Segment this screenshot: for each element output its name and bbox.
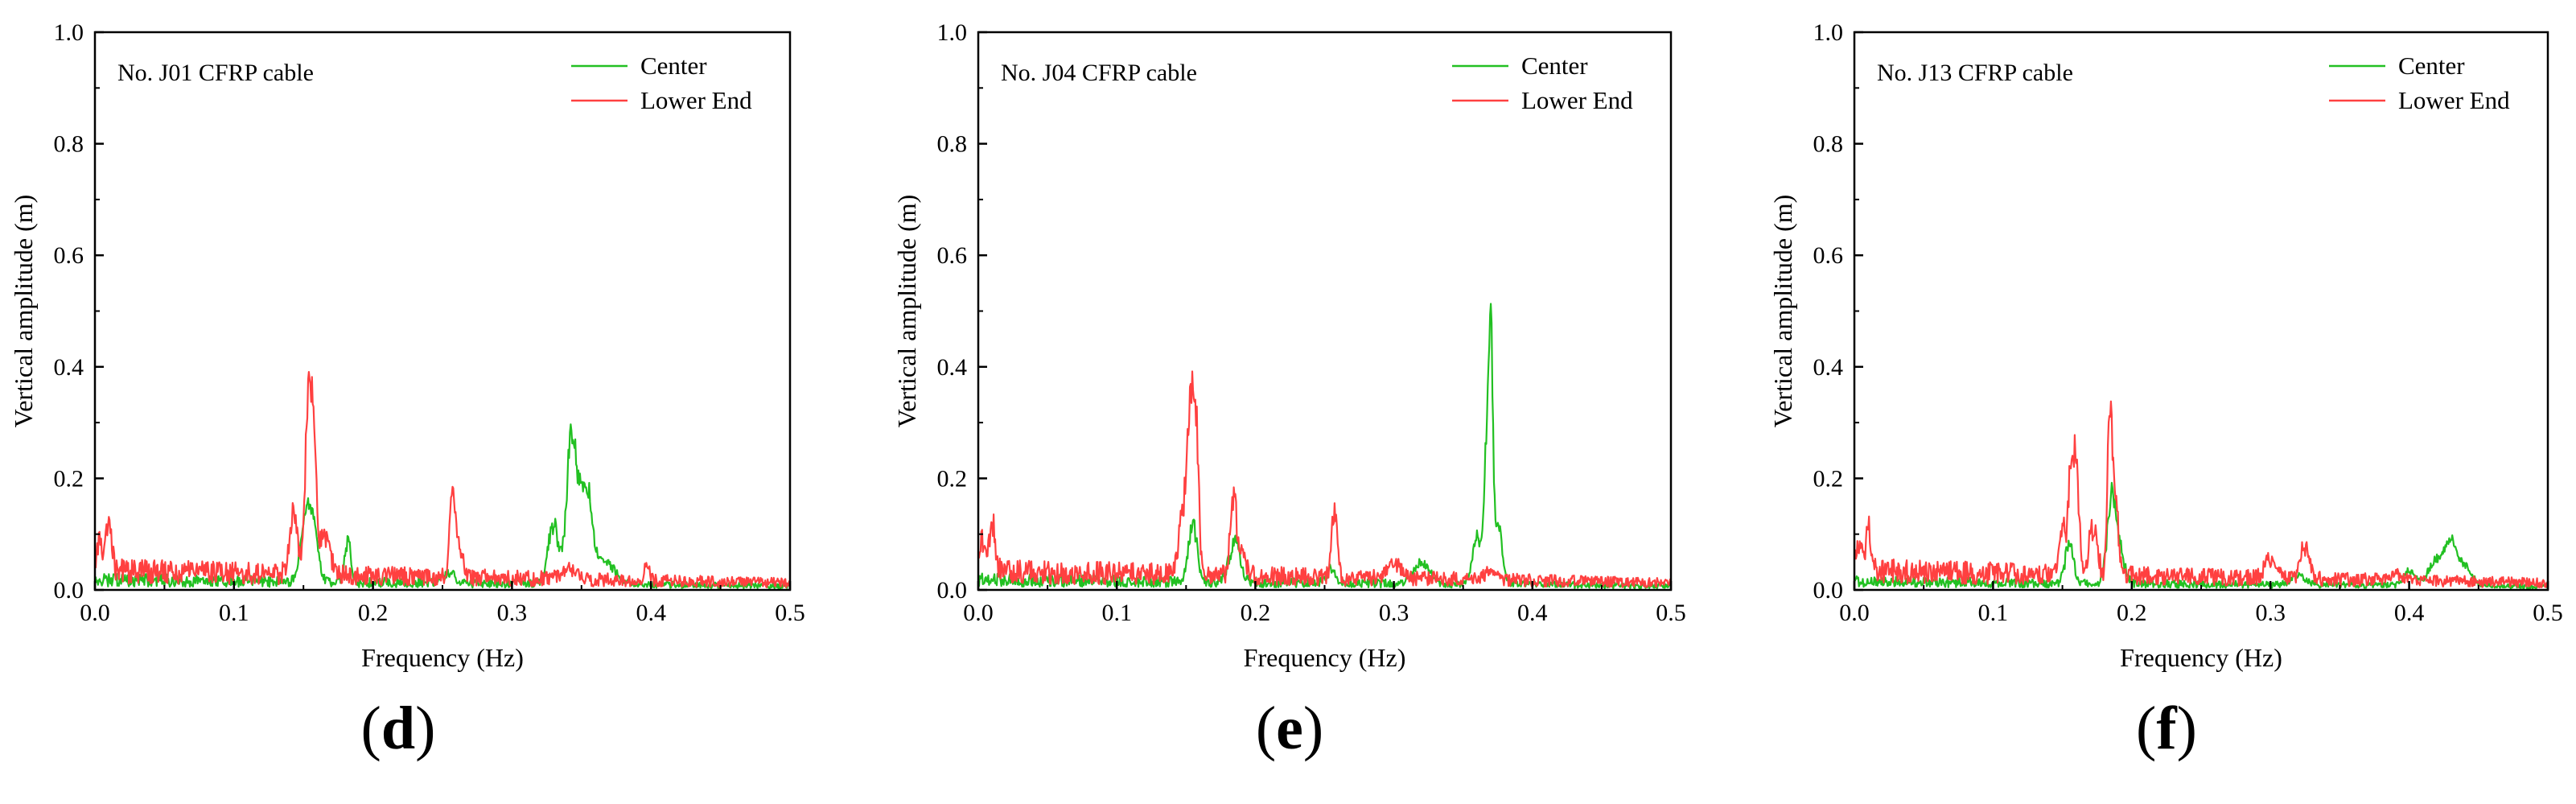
x-tick-label: 0.0 — [80, 600, 110, 626]
series-line-center — [978, 303, 1671, 590]
plot-frame — [1853, 31, 2549, 592]
x-tick-label: 0.3 — [497, 600, 528, 626]
panel-label-open: ( — [2136, 695, 2156, 762]
x-axis-title: Frequency (Hz) — [2120, 643, 2282, 672]
plot-frame — [93, 31, 792, 592]
legend-label: Lower End — [2398, 86, 2510, 114]
legend-label: Center — [2398, 52, 2465, 80]
legend-label: Center — [1521, 52, 1588, 80]
x-tick-label: 0.1 — [219, 600, 249, 626]
chart-panel-d: 0.0 0.1 0.2 0.3 0.4 0.5 0.0 0.2 0.4 0.6 0.8 1.0 Freq… — [9, 19, 805, 762]
x-tick-label: 0.1 — [1101, 600, 1132, 626]
x-axis-title: Frequency (Hz) — [361, 643, 524, 672]
cable-annotation: No. J01 CFRP cable — [117, 60, 314, 86]
panel-label-close: ) — [1303, 695, 1323, 762]
y-tick-label: 0.2 — [54, 465, 84, 492]
x-tick-label: 0.3 — [2255, 600, 2286, 626]
y-tick-label: 0.6 — [54, 242, 84, 269]
panel-label-letter: e — [1276, 695, 1303, 762]
legend-label: Lower End — [640, 86, 752, 114]
y-tick-label: 0.0 — [54, 577, 84, 604]
y-axis-title: Vertical amplitude (m) — [9, 195, 38, 428]
x-tick-label: 0.0 — [1839, 600, 1870, 626]
panel-label: (d) — [361, 695, 436, 762]
legend-label: Lower End — [1521, 86, 1633, 114]
y-tick-label: 0.8 — [937, 131, 968, 158]
x-tick-label: 0.2 — [358, 600, 389, 626]
y-tick-label: 0.4 — [54, 354, 84, 381]
plot-frame — [977, 31, 1673, 592]
x-tick-label: 0.1 — [1978, 600, 2009, 626]
y-tick-label: 0.4 — [937, 354, 968, 381]
y-tick-label: 1.0 — [1813, 19, 1844, 46]
x-tick-label: 0.4 — [1517, 600, 1548, 626]
series-line-lower-end — [95, 371, 790, 588]
legend-label: Center — [640, 52, 707, 80]
x-tick-label: 0.5 — [2533, 600, 2563, 626]
y-tick-label: 1.0 — [937, 19, 968, 46]
y-axis-title: Vertical amplitude (m) — [1768, 195, 1797, 428]
panel-label: (e) — [1256, 695, 1323, 762]
x-tick-label: 0.2 — [2117, 600, 2147, 626]
x-axis-title: Frequency (Hz) — [1244, 643, 1406, 672]
x-tick-label: 0.3 — [1379, 600, 1409, 626]
y-tick-label: 0.0 — [1813, 577, 1844, 604]
x-tick-label: 0.5 — [775, 600, 805, 626]
panel-label: (f) — [2136, 695, 2197, 762]
x-tick-label: 0.0 — [963, 600, 994, 626]
x-tick-label: 0.2 — [1241, 600, 1271, 626]
y-tick-label: 1.0 — [54, 19, 84, 46]
y-tick-label: 0.0 — [937, 577, 968, 604]
panel-label-close: ) — [2177, 695, 2197, 762]
y-tick-label: 0.8 — [54, 131, 84, 158]
y-tick-label: 0.4 — [1813, 354, 1844, 381]
x-tick-label: 0.4 — [636, 600, 666, 626]
y-tick-label: 0.2 — [1813, 465, 1844, 492]
y-tick-label: 0.6 — [937, 242, 968, 269]
cable-annotation: No. J13 CFRP cable — [1877, 60, 2073, 86]
panel-label-open: ( — [361, 695, 381, 762]
y-tick-label: 0.6 — [1813, 242, 1844, 269]
chart-panel-f: 0.0 0.1 0.2 0.3 0.4 0.5 0.0 0.2 0.4 0.6 0.8 1.0 Freq… — [1768, 19, 2563, 762]
x-tick-label: 0.5 — [1656, 600, 1686, 626]
panel-label-close: ) — [415, 695, 435, 762]
y-tick-label: 0.8 — [1813, 131, 1844, 158]
chart-panel-e: 0.0 0.1 0.2 0.3 0.4 0.5 0.0 0.2 0.4 0.6 0.8 1.0 Freq… — [892, 19, 1686, 762]
panel-label-letter: d — [381, 695, 415, 762]
series-line-lower-end — [1854, 400, 2548, 588]
cable-annotation: No. J04 CFRP cable — [1001, 60, 1197, 86]
y-axis-title: Vertical amplitude (m) — [892, 195, 921, 428]
x-tick-label: 0.4 — [2394, 600, 2425, 626]
panel-label-letter: f — [2156, 695, 2178, 762]
y-tick-label: 0.2 — [937, 465, 968, 492]
series-line-lower-end — [978, 370, 1671, 588]
series-line-center — [95, 423, 790, 590]
panel-label-open: ( — [1256, 695, 1276, 762]
